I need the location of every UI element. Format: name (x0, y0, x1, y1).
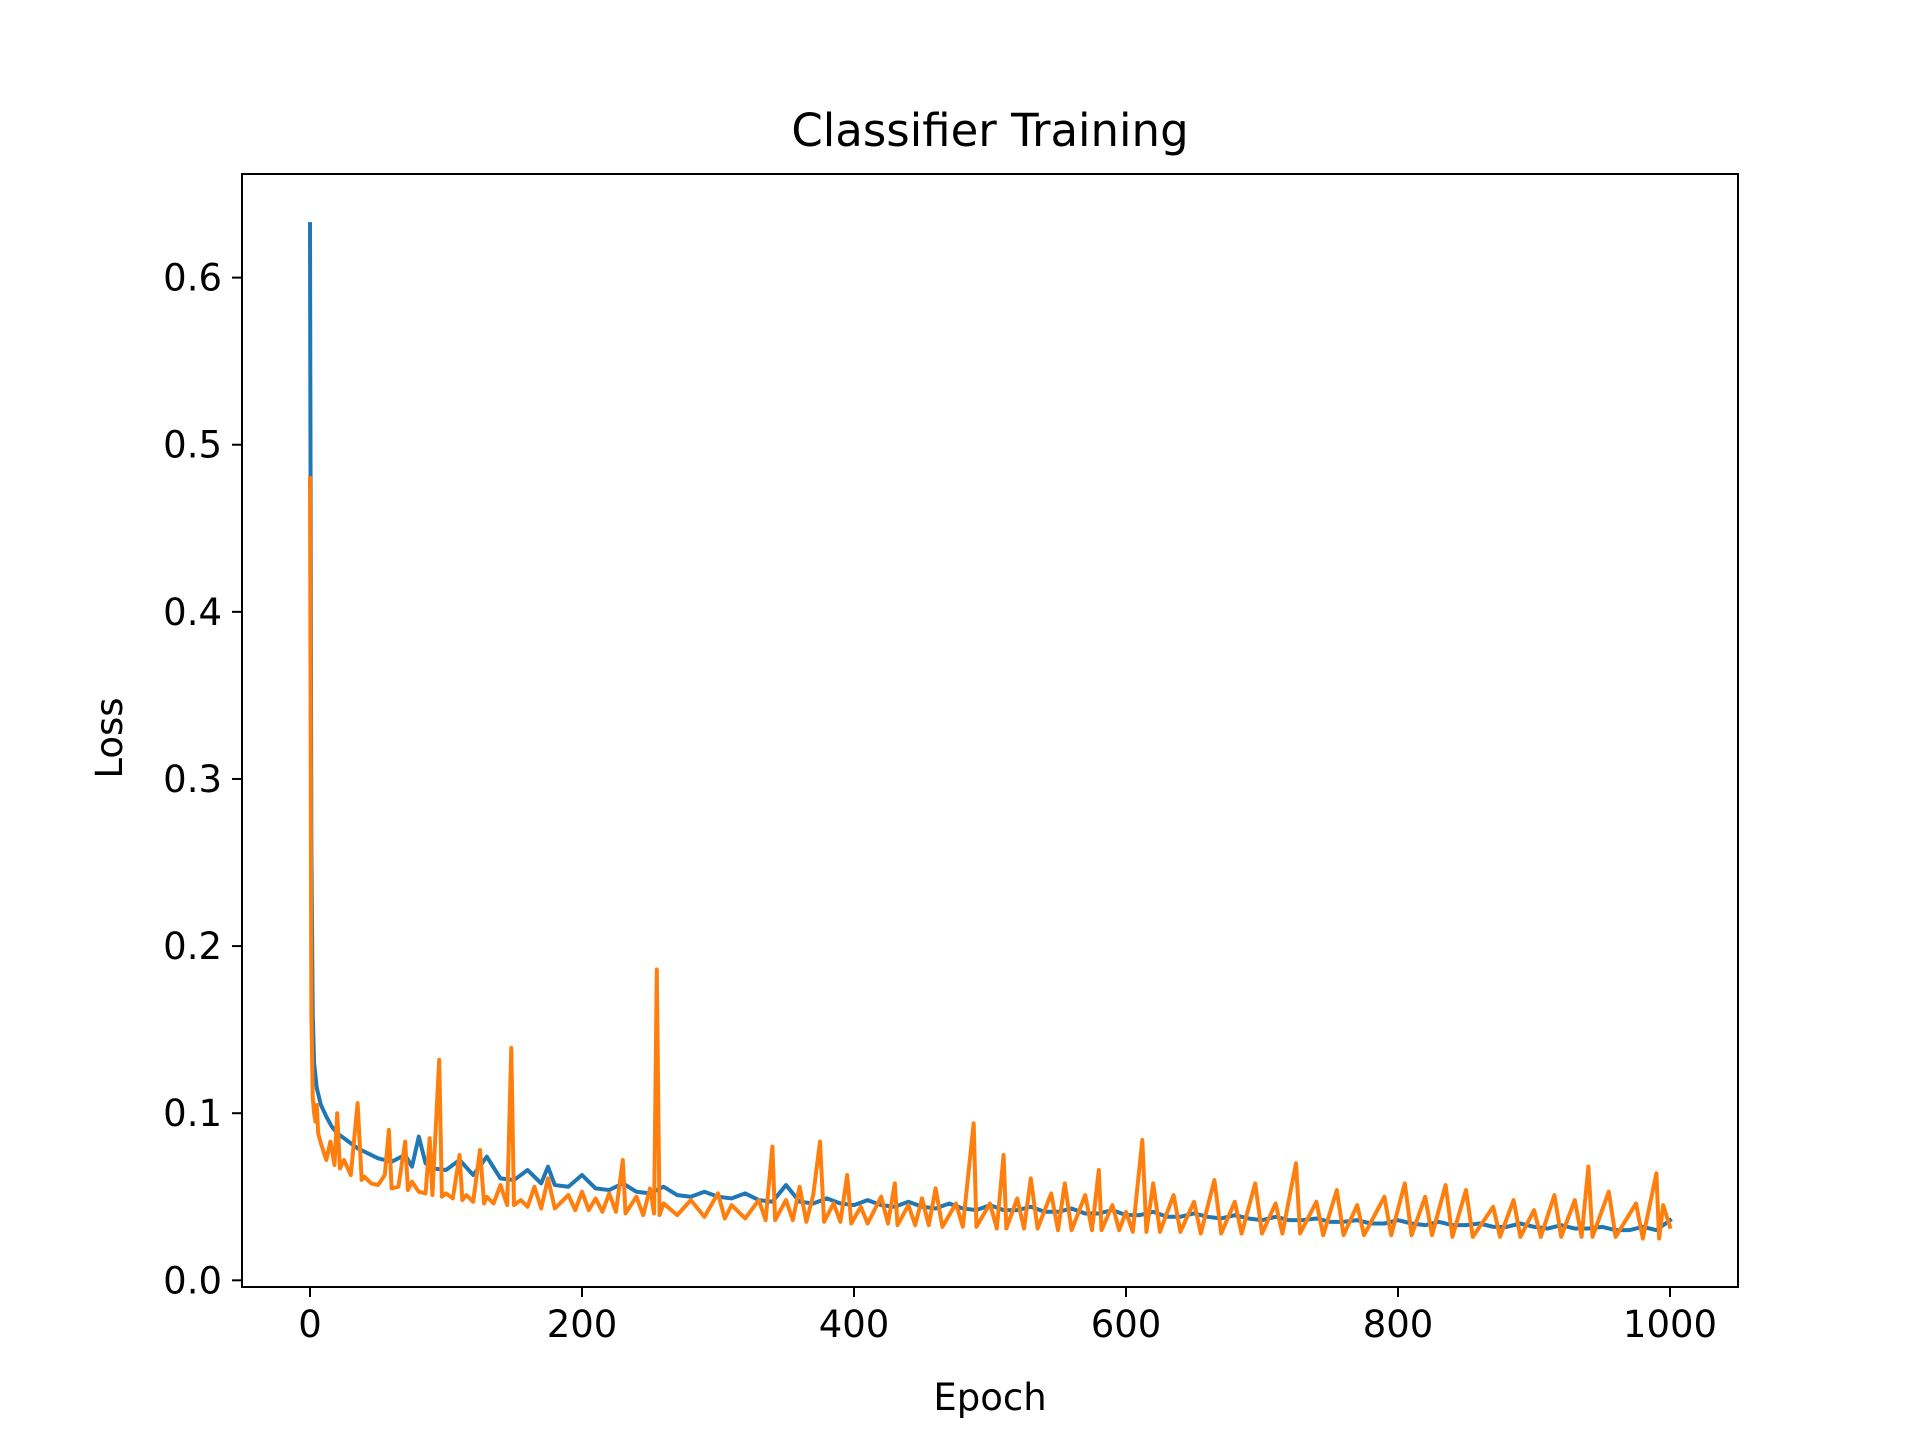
x-axis-ticks: 0 200 400 600 800 1000 (298, 1287, 1717, 1346)
y-tick-label: 0.5 (163, 424, 222, 467)
y-axis-label: Loss (88, 697, 131, 778)
x-tick-label: 800 (1363, 1303, 1434, 1346)
plot-frame (241, 173, 1739, 1288)
series-line-2 (307, 476, 1673, 1241)
x-tick-label: 400 (819, 1303, 890, 1346)
y-tick-label: 0.1 (163, 1092, 222, 1135)
y-tick-label: 0.3 (163, 758, 222, 801)
y-tick-label: 0.4 (163, 591, 222, 634)
y-tick-label: 0.6 (163, 257, 222, 300)
series-layer (307, 222, 1673, 1241)
y-tick-label: 0.0 (163, 1259, 222, 1302)
chart-title: Classifier Training (791, 104, 1188, 157)
x-tick-label: 200 (547, 1303, 618, 1346)
x-axis-label: Epoch (933, 1376, 1046, 1419)
x-tick-label: 0 (298, 1303, 322, 1346)
x-tick-label: 600 (1091, 1303, 1162, 1346)
y-axis-ticks: 0.0 0.1 0.2 0.3 0.4 0.5 0.6 (163, 257, 242, 1302)
x-tick-label: 1000 (1623, 1303, 1717, 1346)
y-tick-label: 0.2 (163, 925, 222, 968)
